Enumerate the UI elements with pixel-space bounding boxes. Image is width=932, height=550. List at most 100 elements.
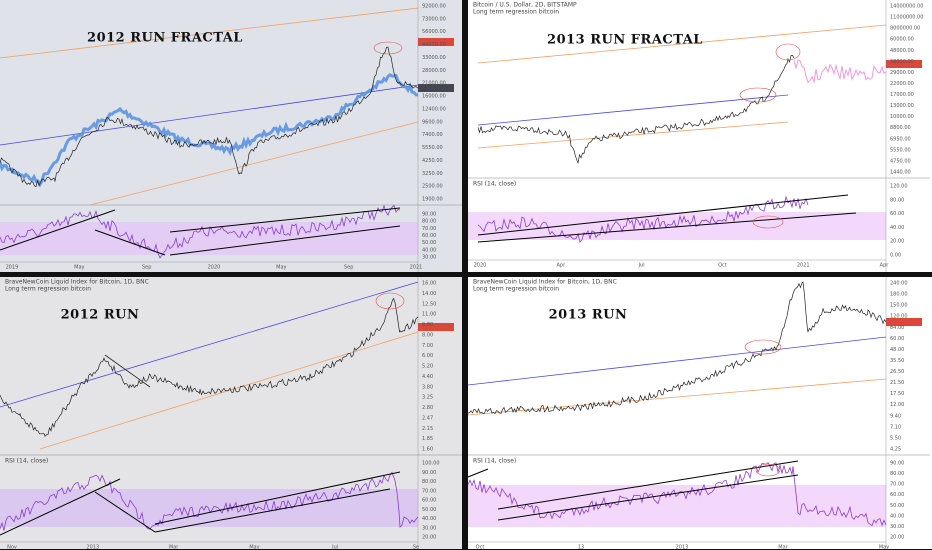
rsi-trend-line — [169, 225, 401, 256]
trend-line — [89, 121, 419, 206]
y-tick-label: 12400.00 — [422, 106, 446, 112]
trend-line — [0, 84, 419, 146]
panel-title: 2013 RUN FRACTAL — [547, 33, 703, 48]
x-tick-label: Mar — [169, 545, 179, 550]
rsi-band — [468, 485, 886, 527]
rsi-band — [0, 489, 418, 527]
chart-panel: 16.00 14.00 12.50 11.00 9.80 8.00 7.00 6.00 5.20… — [0, 277, 462, 550]
y-tick-label: 56000.00 — [422, 29, 446, 35]
y-tick-label: 9.80 — [422, 322, 433, 328]
rsi-label: RSI (14, close) — [5, 458, 48, 465]
y-tick-label: 16.00 — [422, 281, 436, 287]
rsi-line — [0, 204, 401, 259]
rsi-tick-label: 90.00 — [422, 212, 436, 218]
y-tick-label: 5.50 — [890, 435, 901, 441]
x-tick-label: Oct — [718, 263, 727, 269]
x-tick-label: May — [276, 265, 286, 271]
chart-header: Long term regression bitcoin — [473, 286, 559, 293]
rsi-trend-line — [0, 478, 121, 536]
rsi-tick-label: 70.00 — [890, 482, 904, 488]
rsi-tick-label: 20.00 — [422, 535, 436, 541]
price-badge — [886, 60, 922, 68]
rsi-label: RSI (14, close) — [473, 181, 516, 188]
y-tick-label: 1.85 — [422, 436, 433, 442]
rsi-trend-line — [154, 471, 401, 525]
rsi-tick-label: 20.00 — [890, 239, 904, 245]
rsi-tick-label: 50.00 — [422, 507, 436, 513]
trend-line — [467, 336, 887, 386]
rsi-label: RSI (14, close) — [473, 458, 516, 465]
rsi-tick-label: 80.00 — [422, 219, 436, 225]
fractal-overlay — [0, 72, 419, 188]
x-tick-label: 2019 — [6, 265, 19, 271]
highlight-circle — [744, 339, 782, 355]
y-tick-label: 35.50 — [890, 358, 904, 364]
y-tick-label: 14000000.00 — [890, 4, 923, 10]
y-tick-label: 12.00 — [890, 402, 904, 408]
y-tick-label: 12.50 — [422, 301, 436, 307]
y-tick-label: 48.00 — [890, 347, 904, 353]
rsi-tick-label: 60.00 — [422, 233, 436, 239]
rsi-tick-label: 50.00 — [422, 240, 436, 246]
chart-header: BraveNewCoin Liquid Index for Bitcoin, 1… — [473, 279, 617, 286]
chart-panel: 14000000.00 11000000.00 8000000.00 60000.00… — [468, 0, 932, 272]
rsi-tick-label: 30.00 — [422, 525, 436, 531]
y-tick-label: 21000.00 — [422, 81, 446, 87]
highlight-circle — [752, 215, 784, 229]
y-tick-label: 4.40 — [422, 374, 433, 380]
trend-line — [467, 378, 887, 416]
rsi-tick-label: 40.00 — [422, 516, 436, 522]
highlight-circle — [775, 43, 801, 61]
y-tick-label: 11000000.00 — [890, 15, 923, 21]
y-tick-label: 9600.00 — [422, 119, 443, 125]
y-tick-label: 13000.00 — [890, 103, 914, 109]
y-tick-label: 4750.00 — [890, 158, 911, 164]
highlight-circle — [375, 292, 405, 310]
rsi-trend-line — [477, 212, 857, 243]
y-tick-label: 33000.00 — [422, 55, 446, 61]
price-badge — [886, 318, 922, 326]
rsi-trend-line — [497, 474, 799, 521]
x-tick-label: 2013 — [676, 545, 689, 550]
rsi-tick-label: 80.00 — [422, 479, 436, 485]
rsi-trend-line — [467, 468, 489, 478]
y-tick-label: 4250.00 — [422, 158, 443, 164]
x-tick-label: May — [74, 265, 84, 271]
price-line — [467, 281, 887, 415]
fractal-overlay — [793, 59, 887, 84]
panel-title: 2012 RUN — [61, 308, 140, 323]
panel-title: 2013 RUN — [549, 308, 628, 323]
trend-line — [39, 331, 419, 450]
rsi-tick-label: 20.00 — [890, 535, 904, 541]
y-tick-label: 150.00 — [890, 303, 908, 309]
y-tick-label: 6.00 — [422, 353, 433, 359]
highlight-circle — [373, 41, 403, 55]
y-tick-label: 38000.00 — [890, 59, 914, 65]
rsi-tick-label: 90.00 — [422, 470, 436, 476]
rsi-trend-line — [169, 207, 401, 233]
y-tick-label: 3.80 — [422, 384, 433, 390]
y-tick-label: 7.10 — [890, 424, 901, 430]
highlight-circle — [739, 87, 777, 103]
y-tick-label: 3.25 — [422, 395, 433, 401]
y-tick-label: 6950.00 — [890, 136, 911, 142]
y-tick-label: 22000.00 — [890, 81, 914, 87]
x-tick-label: 2013 — [86, 545, 99, 550]
rsi-tick-label: 0.00 — [890, 253, 901, 259]
y-tick-label: 9.40 — [890, 413, 901, 419]
trend-line — [477, 121, 789, 149]
y-tick-label: 2500.00 — [422, 184, 443, 190]
rsi-tick-label: 60.00 — [422, 498, 436, 504]
y-tick-label: 16000.00 — [422, 94, 446, 100]
trend-line — [0, 7, 419, 59]
y-tick-label: 3250.00 — [422, 171, 443, 177]
price-line — [477, 54, 795, 165]
y-tick-label: 73000.00 — [422, 16, 446, 22]
y-tick-label: 7.00 — [422, 343, 433, 349]
x-tick-label: Se — [413, 545, 419, 550]
y-tick-label: 92000.00 — [422, 4, 446, 10]
y-tick-label: 17000.00 — [890, 92, 914, 98]
rsi-tick-label: 70.00 — [422, 226, 436, 232]
rsi-trend-line — [154, 488, 391, 533]
